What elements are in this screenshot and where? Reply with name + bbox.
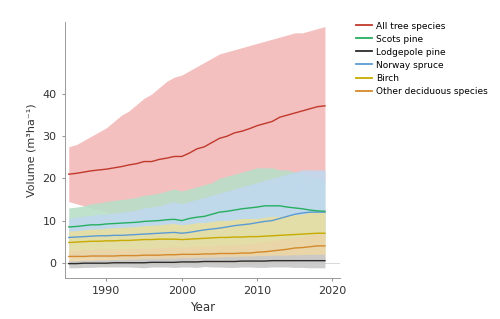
X-axis label: Year: Year	[190, 301, 215, 315]
Legend: All tree species, Scots pine, Lodgepole pine, Norway spruce, Birch, Other decidu: All tree species, Scots pine, Lodgepole …	[356, 22, 488, 96]
Y-axis label: Volume (m³ha⁻¹): Volume (m³ha⁻¹)	[27, 103, 37, 197]
